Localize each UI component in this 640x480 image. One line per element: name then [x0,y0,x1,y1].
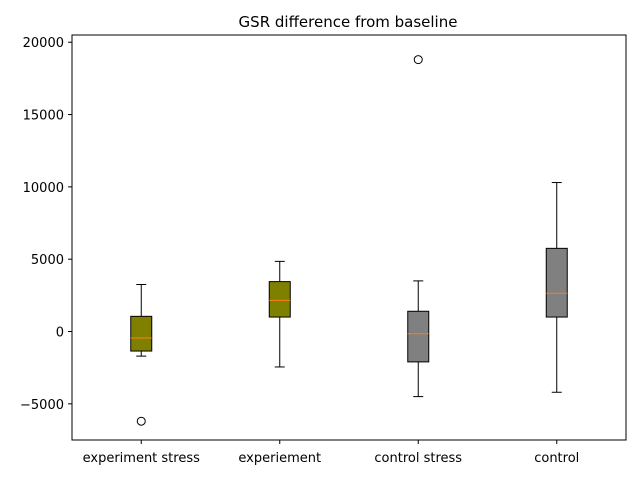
box-series [130,55,568,426]
x-tick-label: control [534,451,579,466]
y-tick-label: 0 [56,326,64,341]
outlier-point [136,416,146,426]
x-tick-label: experiment stress [83,451,201,466]
outlier-point [413,55,423,65]
box-2 [407,55,430,398]
box-body [545,247,568,318]
box-1 [268,260,291,368]
y-tick-label: 15000 [23,109,64,124]
x-tick-label: control stress [374,451,462,466]
plot-area-frame [71,34,627,441]
y-axis: −5000 0 5000 10000 15000 20000 [20,36,72,413]
box-body [407,310,430,363]
chart-title: GSR difference from baseline [239,13,458,31]
box-0 [130,284,153,426]
y-tick-label: 10000 [23,181,64,196]
box-body [268,281,291,318]
box-3 [545,182,568,393]
y-tick-label: 5000 [31,253,64,268]
y-tick-label: 20000 [23,36,64,51]
y-tick-label: −5000 [20,398,64,413]
box-body [130,315,153,352]
x-tick-label: experiement [238,451,321,466]
x-axis: experiment stress experiement control stre… [83,440,579,466]
